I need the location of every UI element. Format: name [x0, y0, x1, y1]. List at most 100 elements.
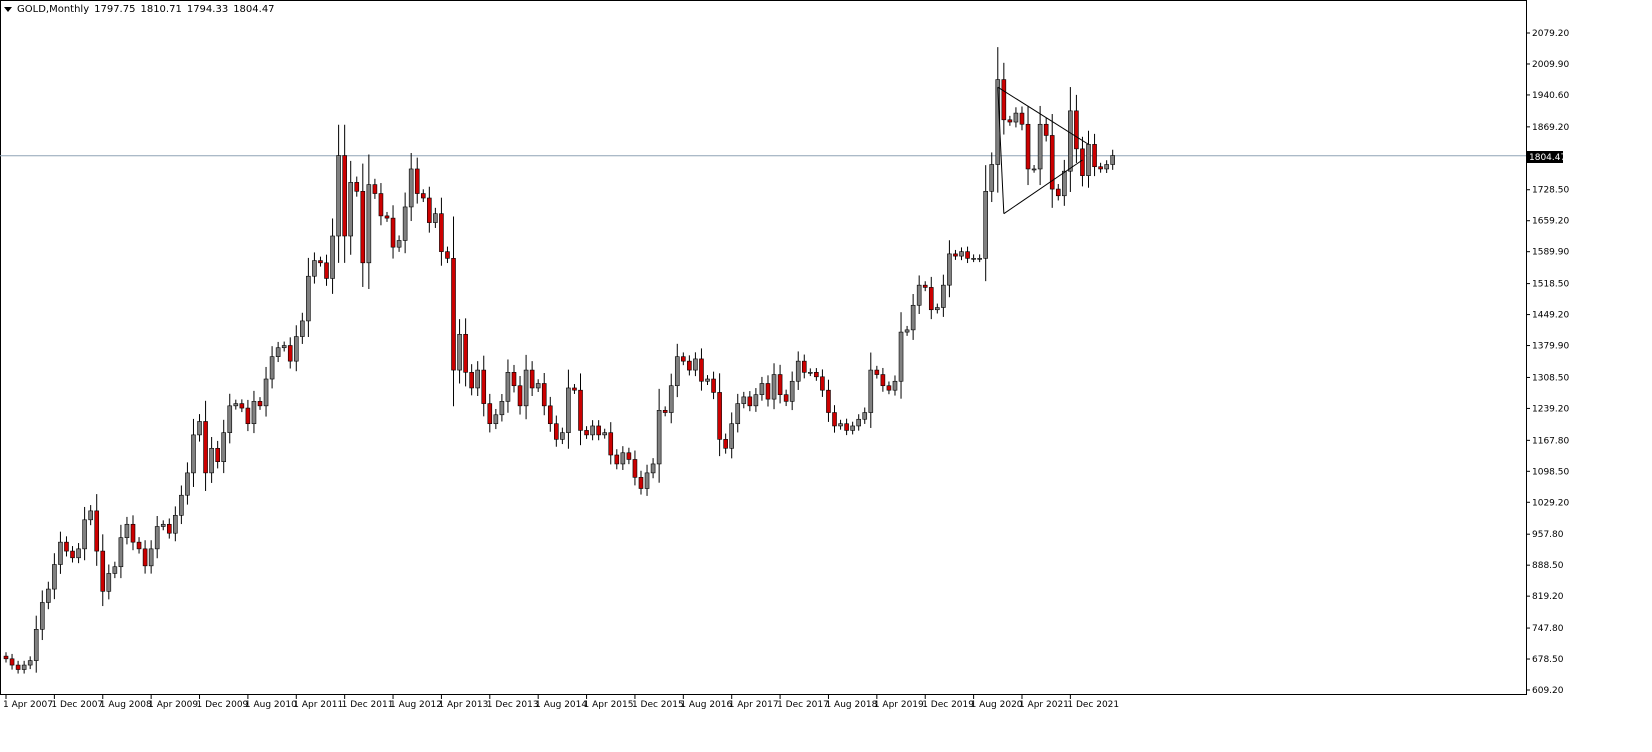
y-tick-label: 747.80	[1532, 624, 1564, 634]
y-tick-label: 1098.50	[1532, 467, 1569, 477]
candle-bearish	[342, 155, 347, 237]
y-tick-label: 1449.20	[1532, 311, 1569, 321]
candle-bullish	[505, 372, 511, 402]
candle-bearish	[723, 439, 728, 449]
candle-bearish	[632, 459, 638, 478]
candle-bullish	[856, 418, 861, 427]
triangle-upper-line[interactable]	[997, 86, 1089, 145]
candle-bearish	[765, 383, 771, 400]
candle-bearish	[541, 383, 547, 407]
candle-bullish	[179, 494, 184, 516]
x-tick-label: 1 Dec 2013	[487, 700, 539, 710]
candle-bullish	[366, 184, 372, 264]
candle-bullish	[306, 275, 311, 322]
candle-bullish	[52, 564, 57, 590]
candle-bullish	[124, 523, 130, 538]
candle-bearish	[547, 405, 553, 425]
candle-bullish	[971, 258, 976, 260]
candle-bearish	[681, 356, 686, 362]
candle-bullish	[499, 401, 505, 416]
y-tick-label: 1379.90	[1532, 342, 1569, 352]
candle-bullish	[868, 369, 874, 413]
dropdown-triangle-icon[interactable]	[4, 6, 12, 12]
candle-bullish	[705, 378, 710, 382]
candle-bullish	[433, 213, 438, 223]
candle-bearish	[414, 168, 420, 194]
y-tick-label: 1589.90	[1532, 248, 1569, 258]
candle-bearish	[94, 510, 100, 552]
candle-bearish	[826, 389, 831, 413]
candle-bullish	[904, 329, 910, 333]
candle-bullish	[862, 412, 868, 420]
x-tick-label: 1 Apr 2015	[584, 700, 634, 710]
candle-bullish	[82, 519, 87, 550]
candle-bearish	[801, 360, 807, 373]
candle-bullish	[173, 515, 178, 534]
candle-bearish	[15, 664, 21, 670]
triangle-pattern-group[interactable]	[997, 86, 1089, 215]
candle-bullish	[1110, 155, 1115, 165]
candle-bullish	[251, 401, 257, 425]
candle-bearish	[463, 334, 468, 373]
y-tick-label: 888.50	[1532, 561, 1564, 571]
candle-bearish	[1098, 166, 1103, 170]
candle-bullish	[1104, 164, 1109, 170]
candle-bullish	[983, 191, 988, 259]
candle-bullish	[348, 182, 354, 237]
y-tick-label: 1029.20	[1532, 498, 1569, 508]
candle-bullish	[1037, 123, 1043, 170]
candle-bearish	[662, 410, 668, 413]
candle-bearish	[445, 251, 450, 259]
candle-bullish	[221, 432, 227, 463]
candle-bullish	[566, 387, 571, 433]
current-price-label-group: 1804.47	[1527, 151, 1566, 163]
candle-bullish	[312, 260, 317, 277]
candle-bullish	[560, 432, 565, 440]
candle-bearish	[777, 374, 783, 395]
candle-bullish	[275, 347, 281, 357]
chart-header: GOLD,Monthly 1797.75 1810.71 1794.33 1804.47	[4, 4, 280, 15]
candle-bearish	[64, 541, 69, 552]
candles-group	[3, 47, 1115, 674]
candle-bearish	[372, 184, 378, 194]
candle-bullish	[233, 403, 239, 407]
x-tick-label: 1 Aug 2012	[390, 700, 442, 710]
candle-bullish	[590, 425, 595, 436]
candle-bearish	[511, 372, 517, 387]
x-tick-label: 1 Apr 2017	[729, 700, 779, 710]
candle-bearish	[378, 193, 384, 217]
candle-bullish	[1068, 110, 1073, 172]
candle-bullish	[112, 566, 118, 574]
candle-bullish	[148, 548, 154, 567]
y-tick-label: 1728.50	[1532, 186, 1569, 196]
y-tick-label: 1239.20	[1532, 404, 1569, 414]
triangle-base-line[interactable]	[997, 87, 1005, 214]
candle-bearish	[130, 523, 136, 543]
candle-bullish	[1031, 168, 1037, 171]
close-value: 1804.47	[233, 4, 275, 15]
y-tick-label: 1869.20	[1532, 123, 1569, 133]
candle-bearish	[142, 548, 148, 567]
candle-bearish	[687, 360, 692, 371]
candle-bearish	[1001, 79, 1007, 121]
candle-bearish	[1092, 144, 1097, 168]
candle-bearish	[711, 378, 716, 393]
candle-bearish	[481, 369, 487, 404]
candle-bullish	[535, 383, 541, 389]
candle-bullish	[789, 380, 795, 402]
candle-bearish	[1025, 123, 1031, 170]
candle-bullish	[154, 526, 160, 550]
candle-bullish	[650, 463, 656, 474]
candle-bearish	[814, 372, 819, 378]
price-axis[interactable]: 2079.20 2009.90 1940.60 1869.20 1728.50 1659.…	[1526, 29, 1569, 696]
candle-bullish	[693, 358, 698, 371]
candle-bullish	[76, 548, 81, 559]
candle-bullish	[898, 331, 904, 382]
candle-bullish	[947, 253, 952, 286]
x-tick-label: 1 Apr 2021	[1019, 700, 1069, 710]
triangle-lower-line[interactable]	[1003, 159, 1083, 215]
candle-bullish	[741, 396, 747, 404]
